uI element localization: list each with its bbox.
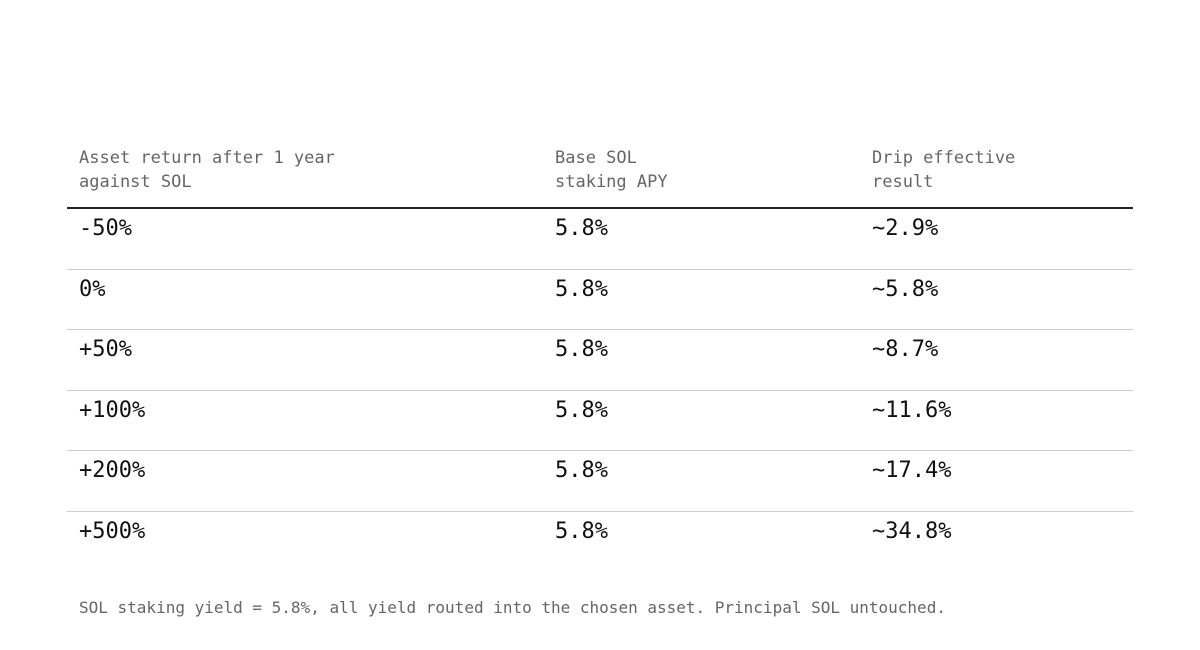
cell-base-apy: 5.8% <box>555 337 608 362</box>
cell-effective-result: ~11.6% <box>872 397 952 423</box>
cell-base-apy: 5.8% <box>555 458 608 483</box>
cell-base-apy: 5.8% <box>555 397 608 423</box>
cell-base-apy: 5.8% <box>555 276 608 302</box>
cell-asset-return: +500% <box>79 518 146 544</box>
table-row: +200% 5.8% ~17.4% <box>67 451 1133 512</box>
yield-table: Asset return after 1 year against SOL Ba… <box>67 146 1133 572</box>
cell-base-apy: 5.8% <box>555 518 608 544</box>
cell-effective-result: ~2.9% <box>872 216 939 241</box>
cell-asset-return: -50% <box>79 216 132 241</box>
cell-asset-return: +50% <box>79 337 132 362</box>
cell-base-apy: 5.8% <box>555 216 608 241</box>
table-row: +500% 5.8% ~34.8% <box>67 512 1133 573</box>
cell-effective-result: ~5.8% <box>872 276 939 302</box>
header-effective-result: Drip effective result <box>872 148 1016 192</box>
table-header: Asset return after 1 year against SOL Ba… <box>67 146 1133 209</box>
table-row: -50% 5.8% ~2.9% <box>67 209 1133 270</box>
cell-asset-return: 0% <box>79 276 106 302</box>
cell-asset-return: +200% <box>79 458 146 483</box>
cell-asset-return: +100% <box>79 397 146 423</box>
table-row: +100% 5.8% ~11.6% <box>67 391 1133 451</box>
cell-effective-result: ~17.4% <box>872 458 952 483</box>
footnote: SOL staking yield = 5.8%, all yield rout… <box>79 598 946 617</box>
table-row: +50% 5.8% ~8.7% <box>67 330 1133 391</box>
cell-effective-result: ~34.8% <box>872 518 952 544</box>
header-base-apy: Base SOL staking APY <box>555 148 668 192</box>
cell-effective-result: ~8.7% <box>872 337 939 362</box>
table-row: 0% 5.8% ~5.8% <box>67 270 1133 330</box>
header-asset-return: Asset return after 1 year against SOL <box>79 148 335 192</box>
